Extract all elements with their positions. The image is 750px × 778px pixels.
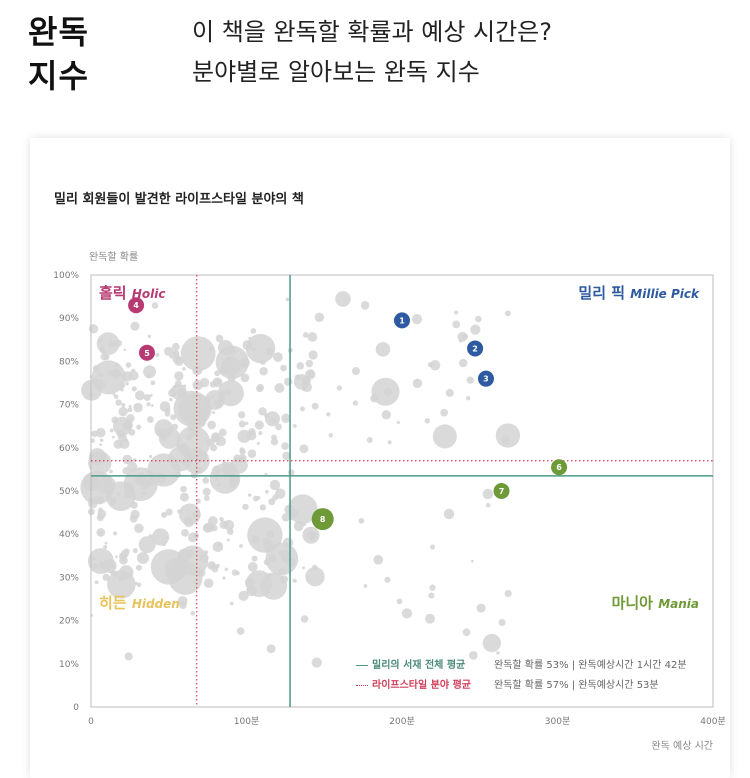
y-tick-label: 50% bbox=[59, 487, 79, 497]
chart-legend: 밀리의 서재 전체 평균 완독할 확률 53% | 완독예상시간 1시간 42분 … bbox=[356, 656, 687, 696]
y-tick-label: 90% bbox=[59, 314, 79, 324]
scatter-chart: 0 10% 20% 30% 40% 50% 60% 70% 80% 90% 100% 0 100분 200… bbox=[53, 251, 725, 752]
book-point-label-2: 2 bbox=[472, 344, 478, 353]
plot-frame bbox=[90, 274, 714, 708]
page-title-line-2: 지수 bbox=[28, 57, 89, 95]
book-point-label-3: 3 bbox=[483, 375, 489, 384]
book-point-3 bbox=[477, 370, 494, 387]
quadrant-label-hidden: 히든 Hidden bbox=[99, 594, 180, 612]
quadrant-label-mania: 마니아 Mania bbox=[612, 594, 699, 612]
legend-label-all: 밀리의 서재 전체 평균 bbox=[372, 660, 466, 671]
quadrant-label-holic: 홀릭 Holic bbox=[99, 284, 165, 302]
book-point-label-5: 5 bbox=[144, 349, 150, 358]
x-tick-label: 200분 bbox=[389, 716, 414, 727]
x-tick-label: 0 bbox=[88, 717, 94, 727]
page-title: 완독 지수 bbox=[28, 10, 89, 98]
x-tick-label: 100분 bbox=[234, 716, 259, 727]
book-point-label-8: 8 bbox=[320, 515, 326, 524]
book-point-1 bbox=[394, 312, 410, 329]
y-tick-label: 70% bbox=[59, 401, 79, 411]
quadrant-label-millie: 밀리 픽 Millie Pick bbox=[578, 284, 700, 302]
x-tick-label: 300분 bbox=[545, 716, 570, 727]
book-point-label-7: 7 bbox=[499, 487, 505, 496]
y-tick-label: 0 bbox=[73, 703, 79, 713]
book-point-6 bbox=[551, 459, 568, 476]
book-point-7 bbox=[493, 483, 510, 499]
book-point-8 bbox=[311, 508, 334, 531]
book-point-4 bbox=[128, 297, 145, 314]
page-subtitle: 이 책을 완독할 확률과 예상 시간은? 분야별로 알아보는 완독 지수 bbox=[192, 12, 552, 92]
dotted-line-icon bbox=[356, 684, 368, 686]
background-bubbles bbox=[80, 291, 521, 668]
book-point-2 bbox=[467, 340, 484, 357]
y-tick-label: 100% bbox=[53, 271, 79, 281]
y-tick-label: 20% bbox=[59, 617, 79, 627]
chart-title: 밀리 회원들이 발견한 라이프스타일 분야의 책 bbox=[54, 192, 304, 207]
legend-label-lifestyle: 라이프스타일 분야 평균 bbox=[372, 680, 471, 691]
y-tick-label: 10% bbox=[59, 660, 79, 670]
page-title-line-1: 완독 bbox=[28, 13, 89, 51]
y-tick-label: 80% bbox=[59, 357, 79, 367]
chart-card: 밀리 회원들이 발견한 라이프스타일 분야의 책 0 10% 20% 30% 40% 50… bbox=[30, 138, 730, 778]
y-tick-label: 40% bbox=[59, 530, 79, 540]
legend-value-all: 완독할 확률 53% | 완독예상시간 1시간 42분 bbox=[494, 660, 687, 671]
y-axis-label: 완독할 확률 bbox=[89, 251, 138, 263]
page-subtitle-line-1: 이 책을 완독할 확률과 예상 시간은? bbox=[192, 18, 553, 46]
x-axis-label: 완독 예상 시간 bbox=[651, 740, 713, 752]
legend-item-all-average: 밀리의 서재 전체 평균 완독할 확률 53% | 완독예상시간 1시간 42분 bbox=[356, 656, 687, 676]
legend-item-lifestyle-average: 라이프스타일 분야 평균 완독할 확률 57% | 완독예상시간 53분 bbox=[356, 676, 687, 696]
y-tick-label: 30% bbox=[59, 573, 79, 583]
book-point-label-4: 4 bbox=[133, 301, 139, 310]
solid-line-icon bbox=[356, 664, 368, 666]
page-subtitle-line-2: 분야별로 알아보는 완독 지수 bbox=[192, 58, 480, 86]
x-tick-label: 400분 bbox=[700, 716, 725, 727]
book-point-label-1: 1 bbox=[399, 316, 405, 325]
legend-value-lifestyle: 완독할 확률 57% | 완독예상시간 53분 bbox=[494, 680, 659, 691]
book-point-5 bbox=[138, 344, 155, 361]
y-tick-label: 60% bbox=[59, 444, 79, 454]
book-point-label-6: 6 bbox=[556, 463, 562, 472]
